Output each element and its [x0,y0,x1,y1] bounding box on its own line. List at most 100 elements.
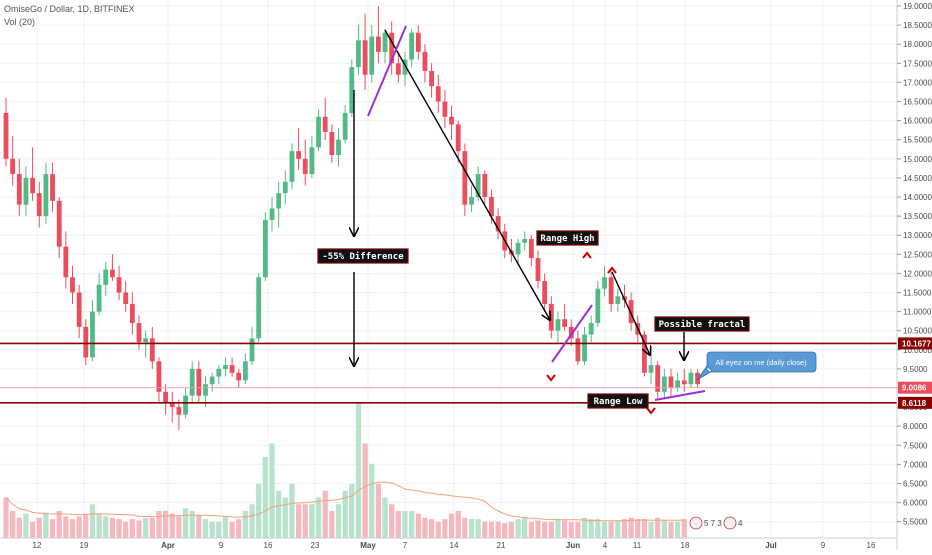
volume-bar [103,516,109,538]
candle-body [229,365,235,373]
candle-body [56,200,62,247]
candle-body [149,338,155,362]
time-tick-label: Apr [161,541,175,550]
time-tick-label: 19 [80,541,89,550]
candle-body [236,372,242,381]
time-tick-label: 9 [219,541,224,550]
volume-bar [675,521,681,538]
price-tick-label: 6.0000 [903,499,928,508]
volume-bar [249,504,255,538]
candle-body [588,323,594,335]
volume-bar [655,517,661,538]
volume-bar [116,519,122,538]
price-tick-label: 15.5000 [903,136,932,145]
volume-bar [236,519,242,538]
candle-body [482,174,488,197]
time-axis[interactable]: 12 19 Apr 9 16 23 May 7 14 21 Jun 4 11 18 Jul 9 16 [0,537,897,550]
candle-body [156,361,162,392]
volume-bar [262,457,268,538]
candle-body [469,197,474,205]
candle-body [216,368,222,377]
volume-bar [89,504,96,538]
candle-body [369,36,375,75]
volume-bar [315,497,322,538]
candle-body [415,32,421,52]
caret-marker [607,266,617,274]
price-tick-label: 16.0000 [903,117,932,126]
range-high-label-box [536,230,599,246]
possible-fractal-label: Possible fractal [659,319,746,330]
candle-body [203,384,208,396]
candle-body [302,158,308,175]
candle-body [103,269,109,285]
price-tick-label: 18.0000 [903,40,932,49]
candle-body [256,277,262,339]
price-tick-label: 12.0000 [903,269,932,278]
volume-bar [628,517,634,538]
caret-marker [582,251,592,259]
candle-body [648,365,654,373]
time-tick-label: 21 [497,541,506,550]
candle-body [183,395,188,415]
volume-bar [455,511,461,538]
time-tick-label: 4 [603,541,608,550]
volume-bar [542,521,548,538]
volume-bar [289,484,295,538]
volume-bar [661,520,667,538]
price-tick-label: 16.5000 [903,98,932,107]
volume-bar [442,519,448,538]
difference-label: -55% Difference [322,251,404,262]
candle-body [289,151,295,182]
volume-bar [535,520,541,538]
time-tick-label: 16 [264,541,273,550]
volume-bar [475,519,481,538]
volume-bar [242,511,248,538]
time-tick-label: 14 [450,541,459,550]
last-price-label: 9.0086 [902,384,927,393]
candle-body [429,70,434,87]
volume-bar [216,521,222,538]
candle-body [615,296,621,304]
volume-bar [196,515,202,538]
volume-bar [635,519,641,538]
candle-body [422,51,428,71]
volume-bars [3,403,687,538]
candle-body [96,284,102,312]
volume-bar [209,521,215,538]
candle-body [582,334,587,362]
comment-bubble [696,351,817,381]
candle-body [282,181,288,194]
candle-body [63,246,69,278]
volume-bar [182,508,189,538]
volume-bar [621,519,628,538]
volume-indicator-label[interactable]: Vol (20) [4,17,36,27]
price-tick-label: 5.5000 [903,518,928,527]
purple-trendline-1 [367,25,407,117]
volume-bar [163,511,169,538]
volume-bar [329,511,335,538]
volume-bar [395,511,401,538]
level-price-label-tag [898,396,932,409]
volume-bar [342,490,348,538]
price-axis[interactable]: 19.0000 18.5000 18.0000 17.5000 17.0000 16.50… [896,0,932,550]
volume-bar [322,490,328,538]
level-lines [0,342,897,404]
volume-bar [176,516,182,538]
candle-body [362,40,368,75]
volume-bar [369,463,375,538]
candle-body [568,326,574,339]
volume-bar [96,513,102,538]
volume-bar [335,504,342,538]
candle-body [123,292,129,304]
volume-bar [415,513,421,538]
price-tick-label: 9.5000 [903,365,928,374]
price-tick-label: 10.0000 [903,346,932,355]
candle-body [562,319,567,327]
level-price-label-tag [898,337,932,350]
candle-body [262,219,268,278]
price-tick-label: 14.0000 [903,193,932,202]
volume-bar [668,521,674,538]
volume-bar [282,497,288,538]
candle-body [382,32,388,52]
